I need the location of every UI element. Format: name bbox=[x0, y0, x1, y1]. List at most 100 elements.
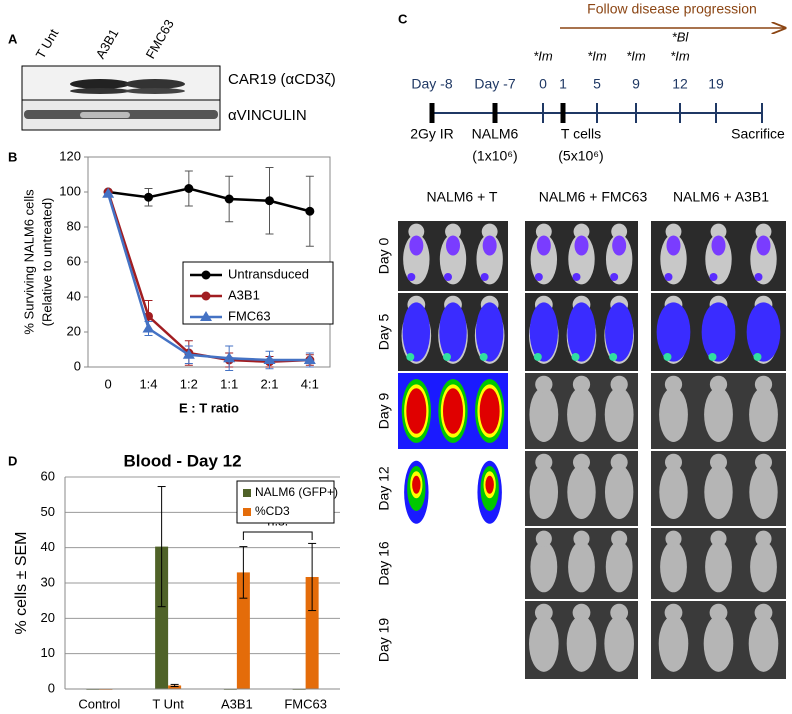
mouse-head bbox=[535, 453, 553, 471]
bar bbox=[168, 685, 182, 689]
mouse-head bbox=[534, 603, 553, 622]
mouse-body bbox=[749, 387, 778, 442]
series-line bbox=[106, 193, 310, 362]
signal bbox=[656, 302, 691, 362]
mouse-head bbox=[709, 375, 728, 393]
event-label: T cells bbox=[561, 126, 601, 142]
day-row-label: Day 16 bbox=[376, 541, 392, 586]
mouse bbox=[750, 530, 777, 593]
mouse bbox=[604, 603, 634, 672]
mouse bbox=[605, 530, 633, 593]
mouse bbox=[566, 603, 597, 672]
mouse-head bbox=[710, 223, 727, 240]
point bbox=[305, 206, 315, 216]
mouse-body bbox=[604, 387, 634, 442]
mouse-head bbox=[754, 375, 773, 393]
y-tick-label: 60 bbox=[41, 468, 55, 483]
imaging-label: *Im bbox=[587, 48, 607, 63]
panel-label: C bbox=[398, 11, 408, 26]
mouse bbox=[567, 453, 596, 520]
day-label: Day -7 bbox=[474, 76, 515, 92]
signal bbox=[609, 352, 618, 361]
signal bbox=[746, 302, 781, 362]
x-tick-label: FMC63 bbox=[284, 696, 327, 711]
day-label: Day -8 bbox=[411, 76, 452, 92]
mouse-body bbox=[749, 465, 778, 520]
bar bbox=[236, 572, 250, 689]
imaging-label: *Im bbox=[670, 48, 690, 63]
panel-label: B bbox=[8, 149, 17, 164]
legend-swatch bbox=[243, 508, 251, 516]
day-label: 19 bbox=[708, 76, 724, 92]
mouse-body bbox=[660, 541, 687, 593]
mouse-body bbox=[529, 615, 559, 672]
banner: Follow disease progression bbox=[587, 1, 757, 17]
y-tick-label: 120 bbox=[59, 148, 81, 163]
mouse-head bbox=[408, 223, 425, 240]
mouse-head bbox=[710, 530, 727, 547]
mouse-head bbox=[709, 453, 728, 471]
mouse-head bbox=[572, 603, 591, 622]
event-label: NALM6 bbox=[472, 126, 519, 142]
mouse-body bbox=[704, 465, 733, 520]
mouse-head bbox=[481, 223, 498, 240]
legend-marker bbox=[201, 270, 211, 280]
mouse-head bbox=[611, 530, 628, 547]
x-tick-label: T Unt bbox=[152, 696, 184, 711]
day-row-label: Day 5 bbox=[376, 314, 392, 351]
signal bbox=[475, 302, 504, 362]
signal bbox=[605, 302, 634, 362]
y-tick-label: 60 bbox=[67, 253, 81, 268]
mouse-body bbox=[659, 465, 688, 520]
mouse-head bbox=[573, 530, 590, 547]
error-bar bbox=[157, 486, 166, 608]
error-bar bbox=[308, 542, 317, 612]
mouse-head bbox=[610, 603, 629, 622]
y-axis-label: % Surviving NALM6 cells bbox=[21, 189, 36, 335]
mouse-head bbox=[535, 530, 552, 547]
mouse-body bbox=[604, 615, 634, 672]
band-label: αVINCULIN bbox=[228, 107, 307, 124]
y-tick-label: 100 bbox=[59, 183, 81, 198]
signal bbox=[753, 352, 762, 361]
group-title: NALM6 + T bbox=[427, 189, 498, 205]
mouse bbox=[703, 603, 734, 672]
mouse bbox=[529, 453, 559, 520]
legend-marker bbox=[200, 311, 212, 321]
x-tick-label: 1:1 bbox=[220, 376, 238, 391]
panel-label: A bbox=[8, 31, 18, 46]
x-tick-label: A3B1 bbox=[221, 696, 253, 711]
signal bbox=[663, 352, 672, 361]
mouse-body bbox=[567, 387, 596, 442]
lane-label: A3B1 bbox=[93, 26, 122, 61]
day-row-label: Day 12 bbox=[376, 466, 392, 511]
lane-label: FMC63 bbox=[143, 17, 177, 61]
mouse-body bbox=[658, 615, 689, 672]
legend-label: %CD3 bbox=[255, 504, 290, 518]
bar bbox=[155, 546, 169, 689]
signal bbox=[572, 273, 581, 281]
day-label: 12 bbox=[672, 76, 688, 92]
day-row-label: Day 9 bbox=[376, 393, 392, 430]
mouse bbox=[749, 453, 778, 520]
signal bbox=[409, 235, 424, 256]
mouse-head bbox=[610, 375, 628, 393]
y-tick-label: 0 bbox=[48, 680, 55, 695]
signal bbox=[480, 273, 489, 281]
x-axis-label: E : T ratio bbox=[179, 400, 239, 415]
mouse-body bbox=[568, 541, 595, 593]
signal bbox=[756, 235, 771, 256]
mouse-body bbox=[748, 615, 779, 672]
event-label: (5x10⁶) bbox=[558, 148, 603, 164]
x-tick-label: 2:1 bbox=[260, 376, 278, 391]
mouse bbox=[567, 375, 596, 442]
signal bbox=[701, 302, 736, 362]
mouse-head bbox=[535, 375, 553, 393]
signal bbox=[444, 273, 452, 281]
error-bar bbox=[170, 683, 179, 688]
mouse-body bbox=[530, 541, 558, 593]
legend-box bbox=[236, 480, 335, 524]
y-tick-label: 20 bbox=[41, 610, 55, 625]
